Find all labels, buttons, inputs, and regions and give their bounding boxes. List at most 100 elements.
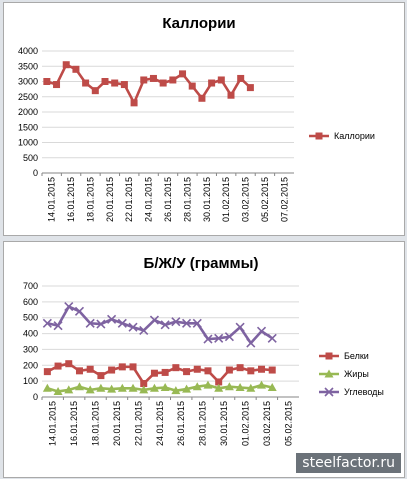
calories-data-point <box>169 76 177 84</box>
calories-x-tick-label: 30.01.2015 <box>202 177 212 222</box>
calories-data-point <box>208 79 216 87</box>
calories-y-tick-label: 3500 <box>18 61 38 71</box>
calories-x-tick-label: 03.02.2015 <box>241 177 251 222</box>
macros-y-tick-label: 700 <box>23 281 38 291</box>
macros-data-point <box>183 368 191 376</box>
macros-data-point <box>74 306 85 316</box>
macros-chart-title: Б/Ж/У (граммы) <box>144 255 259 272</box>
macros-data-point <box>128 383 138 392</box>
macros-data-point <box>117 318 127 328</box>
macros-data-point <box>257 380 267 389</box>
macros-data-point <box>96 383 106 392</box>
macros-data-point <box>204 367 212 375</box>
macros-data-point <box>107 314 117 324</box>
calories-x-tick-label: 26.01.2015 <box>163 177 173 222</box>
macros-x-tick-label: 01.02.2015 <box>240 401 250 446</box>
calories-data-point <box>82 79 90 87</box>
calories-data-point <box>188 82 196 90</box>
macros-x-tick-label: 26.01.2015 <box>176 401 186 446</box>
calories-data-point <box>120 81 128 89</box>
calories-data-point <box>140 76 148 84</box>
macros-series-line <box>47 305 273 345</box>
macros-y-tick-label: 300 <box>23 344 38 354</box>
calories-data-point <box>62 61 70 69</box>
calories-y-tick-label: 500 <box>23 153 38 163</box>
calories-data-point <box>217 76 225 84</box>
macros-data-point <box>171 317 181 327</box>
macros-chart-panel[interactable]: Б/Ж/У (граммы) 0 100 200 300 400 500 600 700 14.0… <box>3 241 405 478</box>
macros-data-point <box>108 366 116 374</box>
macros-data-point <box>139 385 149 394</box>
calories-y-tick-label: 0 <box>33 168 38 178</box>
macros-data-point <box>42 383 52 392</box>
macros-data-point <box>64 385 74 394</box>
macros-data-point <box>192 318 202 328</box>
macros-data-point <box>75 367 83 375</box>
macros-legend-marker <box>324 369 334 378</box>
macros-data-point <box>149 315 160 325</box>
calories-legend-marker <box>315 132 323 140</box>
macros-data-point <box>64 302 74 312</box>
calories-data-point <box>91 87 99 95</box>
calories-y-tick-label: 1500 <box>18 122 38 132</box>
calories-y-tick-label: 4000 <box>18 46 38 56</box>
calories-x-tick-label: 07.02.2015 <box>279 177 289 222</box>
macros-legend-marker <box>324 387 334 397</box>
macros-data-point <box>160 382 170 391</box>
macros-data-point <box>85 318 95 328</box>
macros-y-tick-label: 100 <box>23 376 38 386</box>
macros-x-tick-label: 22.01.2015 <box>133 401 143 446</box>
macros-data-point <box>192 382 202 391</box>
macros-series-line <box>46 362 273 385</box>
calories-y-tick-label: 3000 <box>18 77 38 87</box>
macros-data-point <box>193 365 201 373</box>
calories-x-tick-label: 20.01.2015 <box>105 177 115 222</box>
macros-data-point <box>150 369 158 377</box>
macros-x-tick-label: 18.01.2015 <box>91 401 101 446</box>
macros-y-tick-label: 0 <box>33 392 38 402</box>
macros-legend-label: Углеводы <box>344 387 384 397</box>
calories-x-tick-label: 01.02.2015 <box>221 177 231 222</box>
macros-y-tick-label: 400 <box>23 329 38 339</box>
macros-x-tick-label: 03.02.2015 <box>262 401 272 446</box>
macros-data-point <box>54 362 62 370</box>
macros-data-point <box>42 318 52 328</box>
macros-data-point <box>160 320 170 330</box>
calories-data-point <box>227 91 235 99</box>
calories-y-tick-label: 1000 <box>18 138 38 148</box>
macros-y-tick-label: 500 <box>23 313 38 323</box>
macros-data-point <box>107 384 117 393</box>
calories-data-point <box>149 74 157 82</box>
calories-data-point <box>237 74 245 82</box>
calories-x-tick-label: 28.01.2015 <box>182 177 192 222</box>
macros-series-line <box>46 383 273 393</box>
macros-data-point <box>181 318 192 328</box>
macros-y-tick-label: 600 <box>23 297 38 307</box>
macros-data-point <box>53 386 63 395</box>
calories-y-tick-label: 2500 <box>18 92 38 102</box>
calories-legend-label: Каллории <box>334 131 375 141</box>
macros-data-point <box>85 385 95 394</box>
macros-x-tick-label: 28.01.2015 <box>198 401 208 446</box>
macros-series-2 <box>42 380 277 395</box>
calories-chart-panel[interactable]: Каллории 0 500 1000 1500 2000 2500 3000 3500 4000… <box>3 2 405 236</box>
macros-data-point <box>225 366 233 374</box>
macros-data-point <box>268 366 276 374</box>
calories-series-line <box>46 63 252 105</box>
macros-x-tick-label: 30.01.2015 <box>219 401 229 446</box>
calories-data-point <box>53 81 61 89</box>
calories-data-point <box>179 70 187 78</box>
macros-chart: Б/Ж/У (граммы) 0 100 200 300 400 500 600 700 14.0… <box>23 255 384 446</box>
macros-data-point <box>139 325 149 335</box>
calories-x-tick-label: 18.01.2015 <box>85 177 95 222</box>
watermark: steelfactor.ru <box>296 453 401 473</box>
macros-data-point <box>247 367 255 375</box>
macros-data-point <box>246 338 256 348</box>
macros-data-point <box>96 319 106 329</box>
macros-data-point <box>235 322 245 332</box>
calories-data-point <box>130 99 138 107</box>
calories-data-point <box>111 79 119 87</box>
macros-data-point <box>235 382 245 391</box>
macros-data-point <box>214 383 224 392</box>
macros-data-point <box>224 382 234 391</box>
